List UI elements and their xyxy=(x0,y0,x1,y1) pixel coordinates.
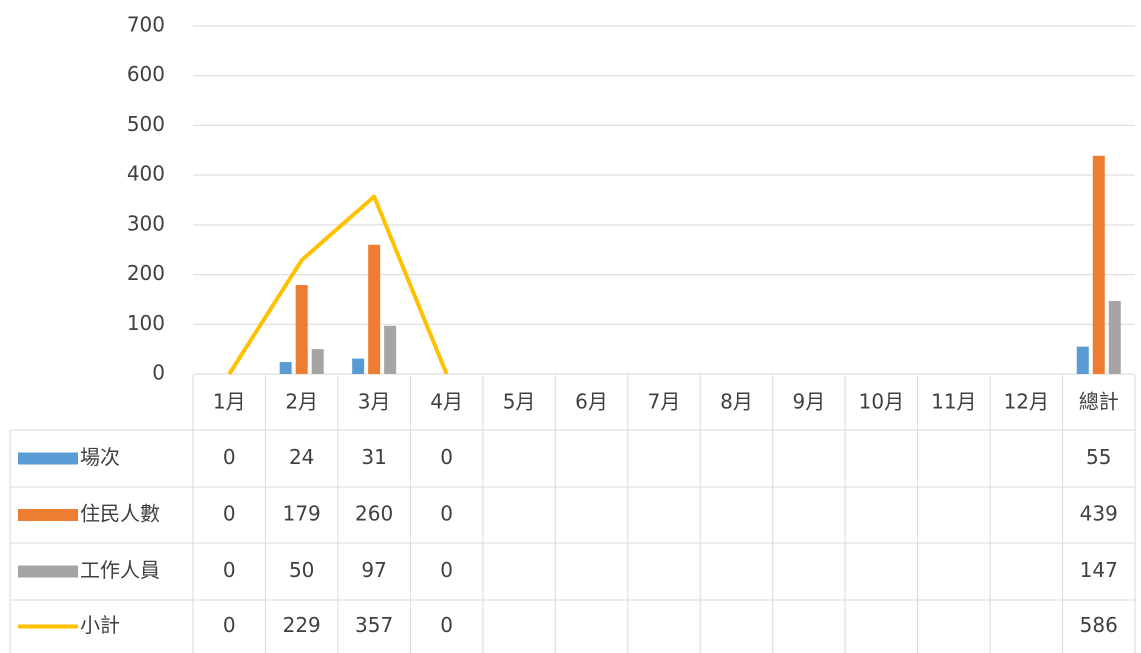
legend-label: 場次 xyxy=(80,445,120,469)
legend-key xyxy=(18,565,78,578)
table-cell: 0 xyxy=(440,558,453,582)
table-cell: 229 xyxy=(283,613,321,637)
table-cell: 0 xyxy=(440,502,453,526)
table-cell: 97 xyxy=(361,558,386,582)
y-tick-label: 700 xyxy=(127,13,165,37)
table-cell: 0 xyxy=(223,502,236,526)
table-cell: 0 xyxy=(440,613,453,637)
bar xyxy=(1108,300,1121,374)
x-tick-label: 7月 xyxy=(648,390,681,414)
y-tick-label: 500 xyxy=(127,112,165,136)
table-cell: 31 xyxy=(361,445,386,469)
y-tick-label: 100 xyxy=(127,311,165,335)
x-tick-label: 4月 xyxy=(430,390,463,414)
legend-label: 工作人員 xyxy=(80,558,160,582)
x-tick-label: 總計 xyxy=(1079,390,1119,414)
bar xyxy=(368,244,381,374)
table-cell: 586 xyxy=(1080,613,1118,637)
legend-key xyxy=(18,452,78,465)
table-cell: 0 xyxy=(223,613,236,637)
y-tick-label: 600 xyxy=(127,62,165,86)
x-tick-label: 10月 xyxy=(859,390,904,414)
y-tick-label: 200 xyxy=(127,261,165,285)
x-tick-label: 1月 xyxy=(213,390,246,414)
bar xyxy=(311,349,324,374)
legend-label: 住民人數 xyxy=(80,502,160,526)
line xyxy=(227,194,449,376)
bar xyxy=(384,325,397,374)
table-cell: 0 xyxy=(223,558,236,582)
table-cell: 439 xyxy=(1080,502,1118,526)
bar xyxy=(1076,346,1089,374)
y-tick-label: 300 xyxy=(127,211,165,235)
table-cell: 260 xyxy=(355,502,393,526)
bar xyxy=(352,358,365,374)
table-cell: 0 xyxy=(440,445,453,469)
legend-key xyxy=(18,509,78,521)
y-tick-label: 400 xyxy=(127,162,165,186)
table-cell: 147 xyxy=(1080,558,1118,582)
table-cell: 24 xyxy=(289,445,314,469)
table-cell: 179 xyxy=(283,502,321,526)
legend-label: 小計 xyxy=(80,613,120,637)
x-tick-label: 8月 xyxy=(720,390,753,414)
bar xyxy=(279,362,292,374)
table-cell: 0 xyxy=(223,445,236,469)
bar xyxy=(295,285,308,374)
table-cell: 50 xyxy=(289,558,314,582)
x-tick-label: 11月 xyxy=(931,390,976,414)
x-tick-label: 5月 xyxy=(503,390,536,414)
table-cell: 357 xyxy=(355,613,393,637)
table-cell: 55 xyxy=(1086,445,1111,469)
bar xyxy=(1092,155,1105,374)
x-tick-label: 6月 xyxy=(575,390,608,414)
x-tick-label: 9月 xyxy=(793,390,826,414)
x-tick-label: 12月 xyxy=(1004,390,1049,414)
x-tick-label: 2月 xyxy=(285,390,318,414)
y-tick-label: 0 xyxy=(152,361,165,385)
x-tick-label: 3月 xyxy=(358,390,391,414)
